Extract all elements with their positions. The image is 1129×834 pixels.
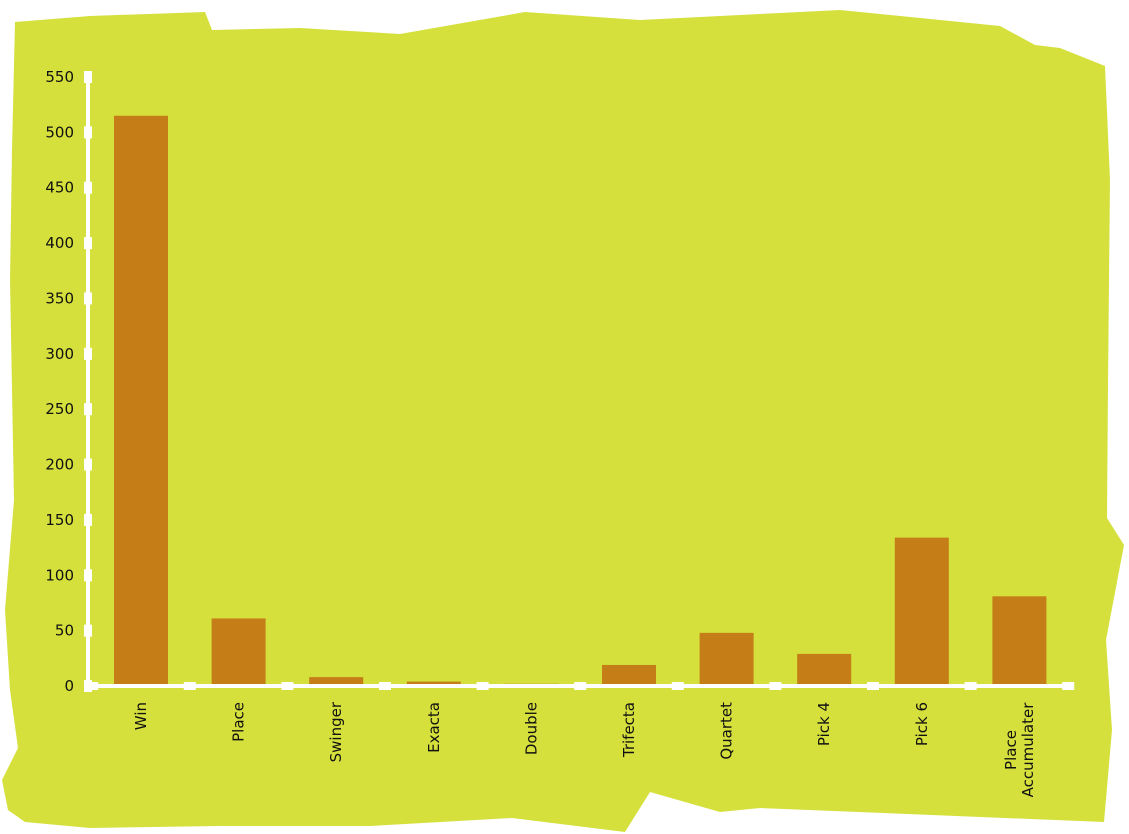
- y-tick-label: 500: [45, 123, 74, 141]
- y-tick-label: 350: [45, 289, 74, 307]
- bar-place-accumulater: [992, 596, 1047, 686]
- bar-pick-4: [797, 653, 852, 686]
- y-tick-label: 250: [45, 400, 74, 418]
- x-label-quartet: Quartet: [718, 702, 736, 760]
- chart-background: [2, 10, 1124, 832]
- y-tick-mark: [84, 624, 92, 637]
- y-tick-mark: [84, 71, 92, 83]
- x-tick-mark: [964, 682, 977, 690]
- x-tick-mark: [183, 682, 196, 690]
- y-tick-mark: [84, 126, 92, 139]
- bar-swinger: [309, 677, 364, 686]
- y-tick-mark: [84, 458, 92, 471]
- bar-exacta: [406, 681, 461, 686]
- x-tick-mark: [1062, 682, 1075, 690]
- y-tick-mark: [84, 403, 92, 416]
- x-category-labels: Win Place Swinger Exacta Double Trifecta Quart…: [132, 701, 1037, 797]
- x-tick-mark: [86, 682, 99, 690]
- x-label-pick-4: Pick 4: [815, 702, 833, 746]
- x-tick-mark: [281, 682, 294, 690]
- y-tick-label: 150: [45, 511, 74, 529]
- x-label-win: Win: [132, 702, 150, 730]
- axes-layer: [84, 71, 1075, 692]
- y-tick-mark: [84, 569, 92, 582]
- x-label-place: Place: [230, 702, 248, 742]
- y-tick-label: 100: [45, 566, 74, 584]
- y-tick-label: 200: [45, 456, 74, 474]
- y-tick-mark: [84, 513, 92, 526]
- x-tick-mark: [574, 682, 587, 690]
- y-tick-label: 550: [45, 68, 74, 86]
- y-tick-label: 450: [45, 179, 74, 197]
- x-label-swinger: Swinger: [327, 701, 345, 762]
- y-tick-mark: [84, 181, 92, 194]
- y-tick-mark: [84, 292, 92, 305]
- y-tick-label: 300: [45, 345, 74, 363]
- bar-quartet: [699, 632, 754, 686]
- x-label-trifecta: Trifecta: [620, 702, 638, 758]
- x-tick-mark: [671, 682, 684, 690]
- x-label-double: Double: [522, 702, 540, 755]
- bar-place: [211, 618, 266, 686]
- y-tick-label: 400: [45, 234, 74, 252]
- y-tick-mark: [84, 237, 92, 250]
- x-label-exacta: Exacta: [425, 702, 443, 753]
- bars-layer: [114, 115, 1047, 687]
- x-tick-mark: [769, 682, 782, 690]
- x-label-place-accumulater: PlaceAccumulater: [1002, 702, 1037, 798]
- x-label-pick-6: Pick 6: [913, 702, 931, 746]
- y-tick-label: 0: [64, 677, 74, 695]
- x-tick-mark: [867, 682, 879, 690]
- x-tick-mark: [476, 682, 489, 690]
- bar-pick-6: [894, 537, 949, 686]
- bar-win: [114, 115, 168, 687]
- y-tick-labels: 0 50 100 150 200 250 300 350 400 450 500 550: [45, 68, 74, 695]
- y-tick-mark: [84, 347, 92, 360]
- x-tick-mark: [379, 682, 391, 690]
- y-tick-label: 50: [55, 622, 74, 640]
- bar-trifecta: [602, 664, 656, 686]
